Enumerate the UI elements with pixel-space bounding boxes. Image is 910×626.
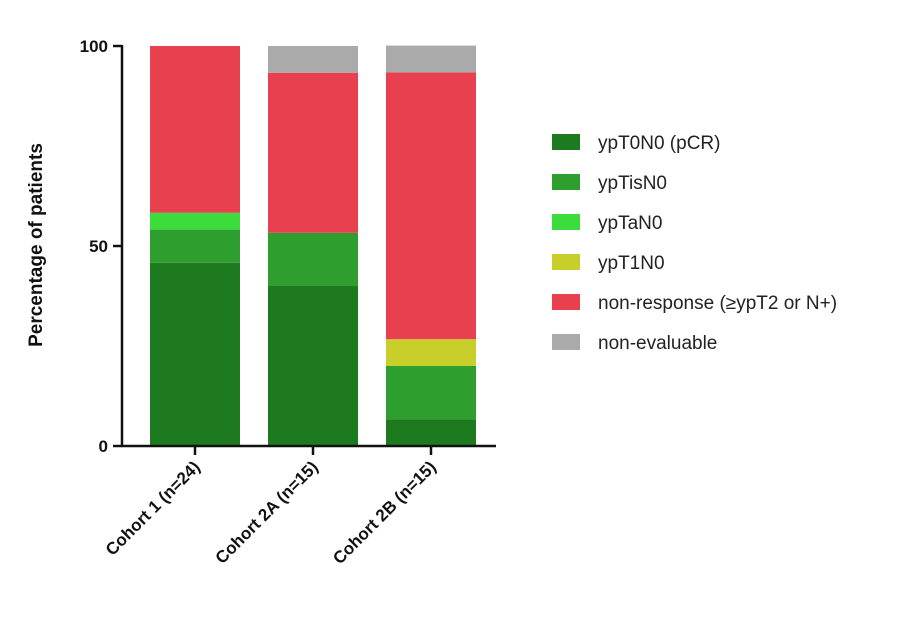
legend-label: ypTisN0 <box>598 173 667 194</box>
bar-segment <box>268 46 358 73</box>
bar-segment <box>268 72 358 233</box>
x-ticks-group: Cohort 1 (n=24) Cohort 2A (n=15) Cohort 2B… <box>102 446 440 568</box>
bar-segment <box>386 419 476 446</box>
legend-label: ypT1N0 <box>598 253 665 274</box>
legend-swatch <box>552 134 580 150</box>
bars-group <box>150 45 476 446</box>
bar-segment <box>386 339 476 366</box>
y-ticks-group: 0 50 100 <box>80 37 122 456</box>
legend-label: ypT0N0 (pCR) <box>598 133 720 154</box>
legend: ypT0N0 (pCR) ypTisN0 ypTaN0 ypT1N0 non-respo… <box>552 133 837 354</box>
bar-segment <box>268 232 358 286</box>
legend-swatch <box>552 214 580 230</box>
bar-segment <box>150 229 240 263</box>
y-tick-label: 100 <box>80 37 108 56</box>
legend-label: non-evaluable <box>598 333 717 354</box>
legend-swatch <box>552 174 580 190</box>
legend-swatch <box>552 254 580 270</box>
legend-swatch <box>552 294 580 310</box>
bar-segment <box>150 262 240 446</box>
legend-swatch <box>552 334 580 350</box>
bar-segment <box>386 72 476 340</box>
legend-label: non-response (≥ypT2 or N+) <box>598 293 837 314</box>
bar-segment <box>150 46 240 213</box>
y-axis-label: Percentage of patients <box>26 143 47 347</box>
x-tick-label: Cohort 2B (n=15) <box>329 457 440 568</box>
y-tick-label: 0 <box>99 437 108 456</box>
bar-segment <box>150 212 240 230</box>
x-tick-label: Cohort 2A (n=15) <box>212 457 322 567</box>
bar-segment <box>386 45 476 73</box>
legend-label: ypTaN0 <box>598 213 662 234</box>
x-tick-label: Cohort 1 (n=24) <box>102 457 204 559</box>
bar-segment <box>386 366 476 420</box>
bar-segment <box>268 286 358 446</box>
y-tick-label: 50 <box>89 237 108 256</box>
